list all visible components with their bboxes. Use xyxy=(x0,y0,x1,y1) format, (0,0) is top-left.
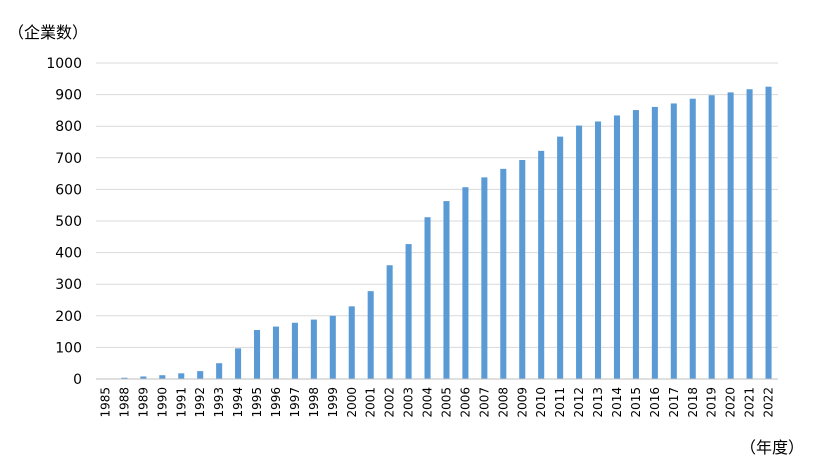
x-tick-label: 2001 xyxy=(364,387,378,418)
x-tick-label: 2022 xyxy=(762,387,776,418)
bar-2016 xyxy=(652,107,658,379)
bar-2006 xyxy=(462,187,468,379)
bar-1995 xyxy=(254,330,260,379)
bar-1999 xyxy=(330,316,336,379)
bar-2000 xyxy=(349,306,355,379)
x-tick-label: 2010 xyxy=(534,387,548,418)
x-tick-label: 2000 xyxy=(345,387,359,418)
x-tick-label: 1993 xyxy=(212,387,226,418)
x-tick-label: 1999 xyxy=(326,387,340,418)
x-tick-label: 2011 xyxy=(553,387,567,418)
x-tick-label: 2016 xyxy=(648,387,662,418)
y-tick-label: 600 xyxy=(55,182,82,198)
x-tick-label: 2005 xyxy=(439,387,453,418)
bar-1998 xyxy=(311,320,317,379)
bar-2012 xyxy=(576,126,582,379)
y-tick-label: 800 xyxy=(55,119,82,135)
bar-2002 xyxy=(387,265,393,379)
bar-2010 xyxy=(538,151,544,379)
x-tick-label: 2013 xyxy=(591,387,605,418)
bar-2020 xyxy=(728,92,734,379)
x-tick-label: 2017 xyxy=(667,387,681,418)
y-tick-label: 0 xyxy=(73,372,82,388)
y-tick-label: 900 xyxy=(55,88,82,104)
bar-2022 xyxy=(766,87,772,379)
x-tick-label: 2015 xyxy=(629,387,643,418)
x-tick-label: 1990 xyxy=(155,387,169,418)
x-tick-label: 2002 xyxy=(383,387,397,418)
x-tick-label: 2004 xyxy=(421,387,435,418)
x-tick-label: 2020 xyxy=(724,387,738,418)
bar-1994 xyxy=(235,348,241,379)
x-tick-label: 1989 xyxy=(136,387,150,418)
x-tick-label: 2009 xyxy=(515,387,529,418)
bar-2015 xyxy=(633,110,639,379)
x-tick-label: 2006 xyxy=(458,387,472,418)
x-tick-label: 1991 xyxy=(174,387,188,418)
x-tick-label: 2012 xyxy=(572,387,586,418)
x-tick-label: 1994 xyxy=(231,387,245,418)
x-tick-label: 2018 xyxy=(686,387,700,418)
y-tick-label: 200 xyxy=(55,309,82,325)
x-tick-label: 2008 xyxy=(496,387,510,418)
bar-2005 xyxy=(443,201,449,379)
x-tick-label: 1985 xyxy=(98,387,112,418)
x-tick-label: 2014 xyxy=(610,387,624,418)
x-tick-label: 1996 xyxy=(269,387,283,418)
bar-2008 xyxy=(500,169,506,379)
y-tick-label: 500 xyxy=(55,214,82,230)
bar-2019 xyxy=(709,95,715,379)
bar-2009 xyxy=(519,160,525,379)
x-tick-labels: 1985 1988 1989 1990 1991 1992 1993 1994 1995 1996… xyxy=(98,387,775,418)
x-tick-label: 1995 xyxy=(250,387,264,418)
bar-2021 xyxy=(747,89,753,379)
x-tick-label: 2007 xyxy=(477,387,491,418)
y-tick-label: 300 xyxy=(55,277,82,293)
x-tick-label: 2019 xyxy=(705,387,719,418)
y-axis-unit-label: （企業数） xyxy=(8,23,88,42)
bar-1991 xyxy=(178,373,184,379)
bar-2003 xyxy=(406,244,412,379)
bar-2018 xyxy=(690,99,696,379)
bar-2017 xyxy=(671,103,677,379)
y-tick-labels: 0 100 200 300 400 500 600 700 800 900 1000 xyxy=(46,56,82,388)
y-tick-label: 1000 xyxy=(46,56,82,72)
x-tick-label: 1998 xyxy=(307,387,321,418)
x-tick-label: 2021 xyxy=(743,387,757,418)
bar-2004 xyxy=(425,217,431,379)
bars xyxy=(102,87,771,379)
x-tick-label: 1992 xyxy=(193,387,207,418)
bar-1993 xyxy=(216,363,222,379)
bar-1996 xyxy=(273,327,279,379)
bar-1997 xyxy=(292,323,298,379)
x-axis-unit-label: （年度） xyxy=(740,438,804,457)
x-tick-label: 1988 xyxy=(117,387,131,418)
bar-2001 xyxy=(368,291,374,379)
y-tick-label: 700 xyxy=(55,151,82,167)
x-tick-label: 1997 xyxy=(288,387,302,418)
bar-1992 xyxy=(197,371,203,379)
x-tick-label: 2003 xyxy=(402,387,416,418)
bar-2013 xyxy=(595,121,601,379)
bar-2014 xyxy=(614,115,620,379)
bar-1990 xyxy=(159,375,165,379)
bar-2011 xyxy=(557,137,563,379)
bar-2007 xyxy=(481,177,487,379)
y-tick-label: 100 xyxy=(55,340,82,356)
y-tick-label: 400 xyxy=(55,246,82,262)
